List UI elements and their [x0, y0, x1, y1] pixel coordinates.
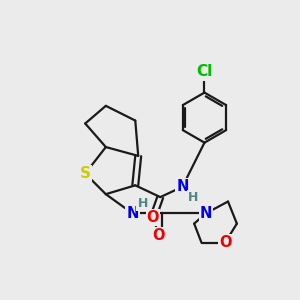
- Text: H: H: [188, 191, 198, 205]
- Text: O: O: [219, 235, 231, 250]
- Text: N: N: [126, 206, 139, 221]
- Text: N: N: [176, 179, 189, 194]
- Text: O: O: [147, 210, 159, 225]
- Text: S: S: [80, 166, 91, 181]
- Text: N: N: [200, 206, 212, 221]
- Text: O: O: [153, 228, 165, 243]
- Text: Cl: Cl: [196, 64, 213, 80]
- Text: H: H: [137, 197, 148, 210]
